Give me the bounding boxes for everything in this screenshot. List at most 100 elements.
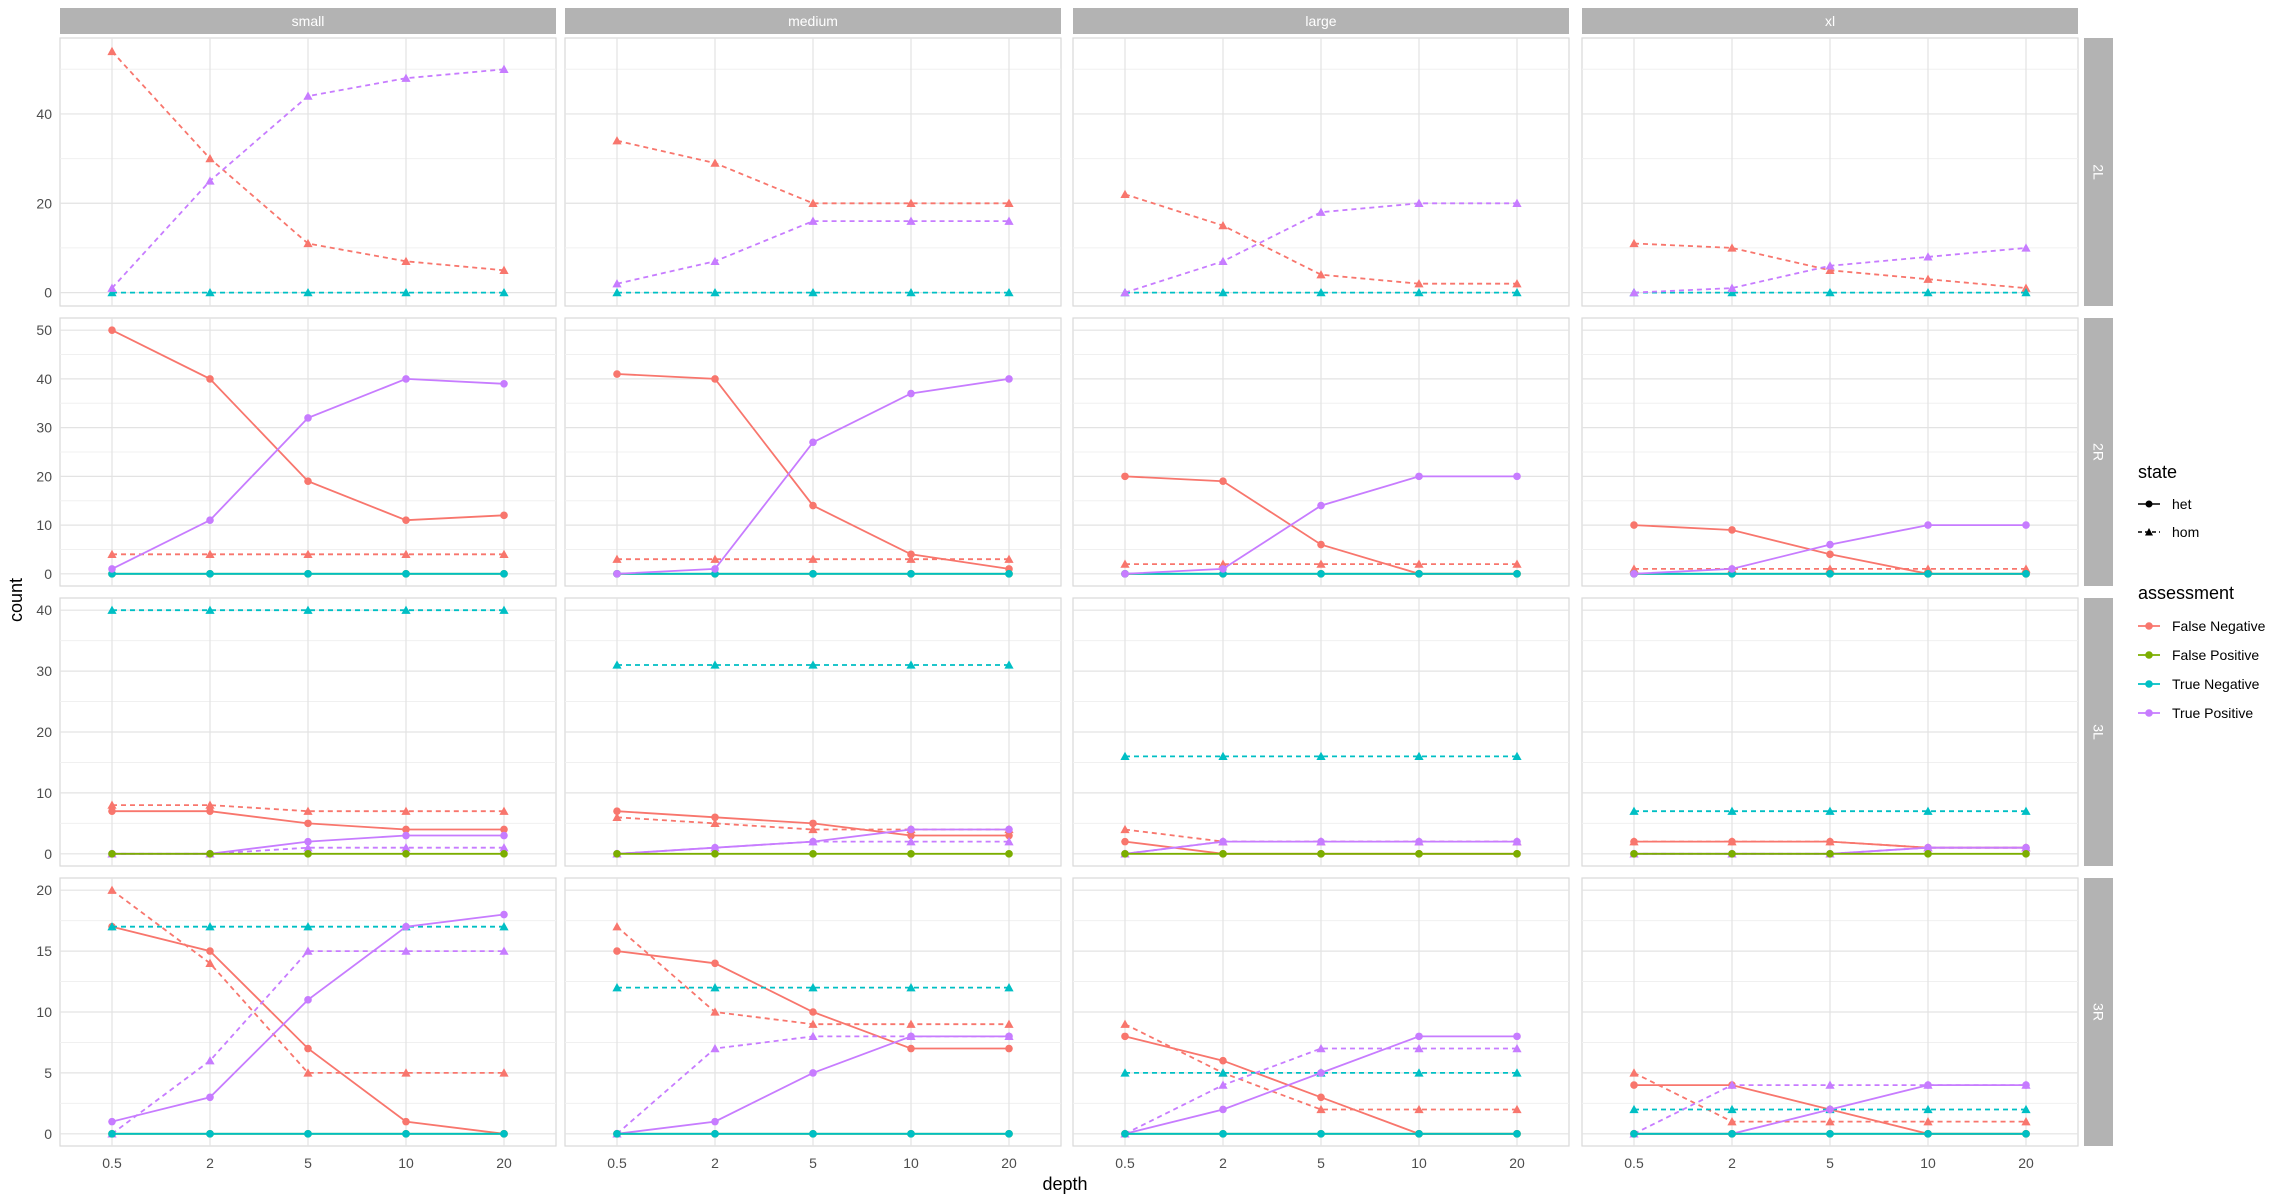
data-point <box>1121 1032 1129 1041</box>
y-tick-label: 30 <box>36 663 52 679</box>
data-point <box>612 812 622 821</box>
data-point <box>2021 1080 2031 1089</box>
series-line <box>616 139 1009 205</box>
data-point <box>205 605 215 614</box>
data-point <box>401 843 411 852</box>
data-point <box>1316 270 1326 279</box>
data-point <box>107 288 117 297</box>
data-point <box>1415 850 1423 858</box>
data-point <box>1512 559 1522 568</box>
data-point <box>1317 1093 1325 1102</box>
data-point <box>2021 288 2031 297</box>
y-tick-label: 5 <box>44 1065 52 1081</box>
data-point <box>907 1044 915 1053</box>
data-point <box>809 438 817 447</box>
data-point <box>711 375 719 383</box>
y-tick-label: 10 <box>36 517 52 533</box>
series-line <box>112 804 504 813</box>
column-strip-label: small <box>292 13 325 29</box>
data-point <box>206 807 214 815</box>
data-point <box>401 288 411 297</box>
data-point <box>1512 198 1522 207</box>
data-point <box>304 819 312 828</box>
data-point <box>205 800 215 809</box>
data-point <box>1923 1104 1933 1114</box>
data-point <box>402 1117 410 1126</box>
data-point <box>1629 1068 1639 1077</box>
series-group-3L-small <box>107 605 509 858</box>
panels-layer: small medium large xl2L020402R010203040503L… <box>36 8 2113 1171</box>
data-point <box>612 554 622 563</box>
data-point <box>1005 375 1013 383</box>
data-point <box>1414 559 1424 568</box>
data-point <box>1004 983 1014 992</box>
data-point <box>1218 837 1228 846</box>
data-point <box>809 1130 817 1138</box>
data-point <box>1005 1130 1013 1138</box>
legend-title-assessment: assessment <box>2138 583 2234 603</box>
data-point <box>1005 825 1013 834</box>
x-tick-label: 10 <box>1411 1155 1427 1171</box>
data-point <box>1004 288 1014 297</box>
data-point <box>907 389 915 398</box>
data-point <box>710 660 720 669</box>
data-point <box>1924 570 1932 578</box>
legend-title-state: state <box>2138 462 2177 482</box>
data-point <box>206 1130 214 1138</box>
data-point <box>500 910 508 919</box>
x-tick-label: 2 <box>1728 1155 1736 1171</box>
data-point <box>1218 256 1228 266</box>
data-point <box>1826 550 1834 559</box>
data-point <box>1120 288 1130 297</box>
data-point <box>1316 837 1326 846</box>
y-tick-label: 0 <box>44 566 52 582</box>
data-point <box>1415 472 1423 481</box>
series-group-3R-large <box>1120 1019 1522 1138</box>
data-point <box>613 1130 621 1138</box>
data-point <box>809 501 817 510</box>
series-group-3R-medium <box>612 922 1014 1138</box>
y-tick-label: 30 <box>36 420 52 436</box>
data-point <box>808 983 818 992</box>
data-point <box>1317 1069 1325 1077</box>
data-point <box>304 414 312 422</box>
data-point <box>1825 1117 1835 1126</box>
y-axis-title: count <box>6 578 26 622</box>
data-point <box>906 983 916 992</box>
data-point <box>711 813 719 822</box>
data-point <box>1414 288 1424 297</box>
legend-label: True Negative <box>2172 676 2260 692</box>
legend-marker <box>2145 680 2153 688</box>
data-point <box>1826 850 1834 858</box>
legend-label-hom: hom <box>2172 524 2199 540</box>
series-group-2R-small <box>107 326 509 578</box>
data-point <box>206 516 214 525</box>
data-point <box>107 549 117 559</box>
data-point <box>710 843 720 852</box>
data-point <box>499 605 509 614</box>
data-point <box>711 959 719 968</box>
data-point <box>808 660 818 669</box>
data-point <box>500 831 508 840</box>
series-line <box>1124 1023 1517 1111</box>
data-point <box>808 1019 818 1028</box>
data-point <box>613 807 621 815</box>
data-point <box>1317 501 1325 510</box>
column-strip-label: large <box>1305 13 1336 29</box>
data-point <box>1923 252 1933 261</box>
data-point <box>2021 283 2031 292</box>
data-point <box>1728 850 1736 858</box>
data-point <box>1316 559 1326 568</box>
data-point <box>1924 521 1932 529</box>
data-point <box>808 1031 818 1041</box>
data-point <box>1316 207 1326 216</box>
data-point <box>401 806 411 815</box>
data-point <box>1512 1043 1522 1053</box>
data-point <box>1630 1081 1638 1089</box>
panel-3L-large <box>1072 597 1570 867</box>
data-point <box>1005 831 1013 840</box>
data-point <box>499 922 509 931</box>
data-point <box>1004 1019 1014 1028</box>
data-point <box>303 946 313 955</box>
